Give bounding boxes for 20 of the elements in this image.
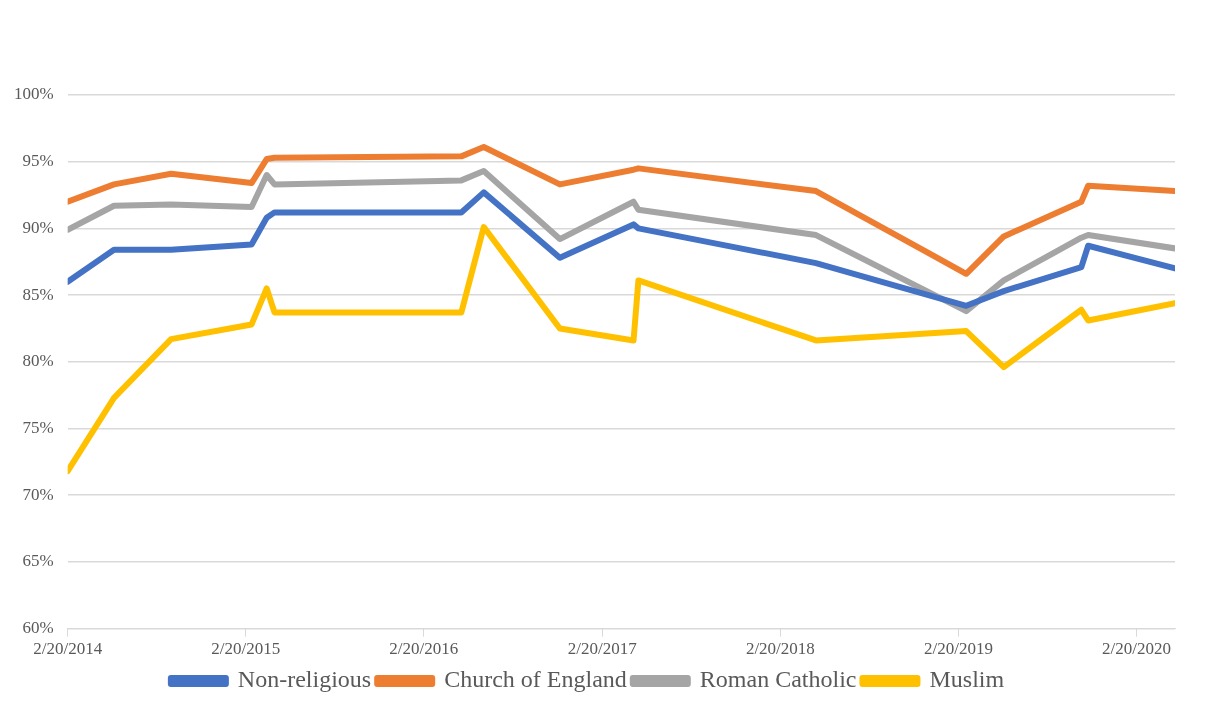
- y-tick-label: 95%: [22, 151, 54, 171]
- y-tick-label: 75%: [22, 417, 54, 437]
- x-tick-label: 2/20/2015: [211, 639, 281, 659]
- x-tick-label: 2/20/2016: [389, 639, 459, 659]
- y-tick-label: 90%: [22, 217, 54, 237]
- legend-label: Roman Catholic: [699, 666, 857, 693]
- y-tick-label: 70%: [22, 484, 54, 504]
- y-tick-label: 60%: [22, 618, 54, 638]
- x-tick-label: 2/20/2020: [1101, 639, 1171, 659]
- y-tick-label: 100%: [13, 84, 54, 104]
- y-tick-label: 65%: [22, 551, 54, 571]
- legend-label: Non-religious: [237, 666, 372, 693]
- y-tick-label: 80%: [22, 351, 54, 371]
- x-tick-label: 2/20/2014: [33, 639, 103, 659]
- x-tick-label: 2/20/2019: [923, 639, 993, 659]
- legend-label: Church of England: [444, 666, 627, 693]
- y-tick-label: 85%: [22, 284, 54, 304]
- legend-label: Muslim: [929, 666, 1005, 693]
- x-tick-label: 2/20/2017: [567, 639, 638, 659]
- x-tick-label: 2/20/2018: [745, 639, 815, 659]
